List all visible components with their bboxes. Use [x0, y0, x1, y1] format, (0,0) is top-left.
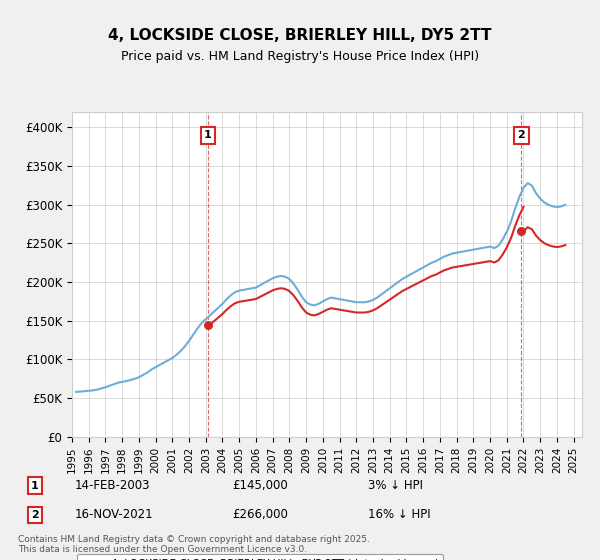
Point [517, 227, 526, 236]
Text: £266,000: £266,000 [232, 508, 288, 521]
Text: Contains HM Land Registry data © Crown copyright and database right 2025.
This d: Contains HM Land Registry data © Crown c… [18, 535, 370, 554]
Point [203, 320, 212, 329]
Text: 16-NOV-2021: 16-NOV-2021 [74, 508, 153, 521]
Text: 16% ↓ HPI: 16% ↓ HPI [368, 508, 430, 521]
Text: £145,000: £145,000 [232, 479, 288, 492]
Text: 1: 1 [31, 481, 39, 491]
Text: Price paid vs. HM Land Registry's House Price Index (HPI): Price paid vs. HM Land Registry's House … [121, 50, 479, 63]
Text: 3% ↓ HPI: 3% ↓ HPI [368, 479, 422, 492]
Legend: 4, LOCKSIDE CLOSE, BRIERLEY HILL, DY5 2TT (detached house), HPI: Average price, : 4, LOCKSIDE CLOSE, BRIERLEY HILL, DY5 2T… [77, 554, 443, 560]
Text: 4, LOCKSIDE CLOSE, BRIERLEY HILL, DY5 2TT: 4, LOCKSIDE CLOSE, BRIERLEY HILL, DY5 2T… [108, 28, 492, 43]
Text: 2: 2 [31, 510, 39, 520]
Text: 14-FEB-2003: 14-FEB-2003 [74, 479, 150, 492]
Text: 2: 2 [518, 130, 526, 140]
Text: 1: 1 [204, 130, 212, 140]
